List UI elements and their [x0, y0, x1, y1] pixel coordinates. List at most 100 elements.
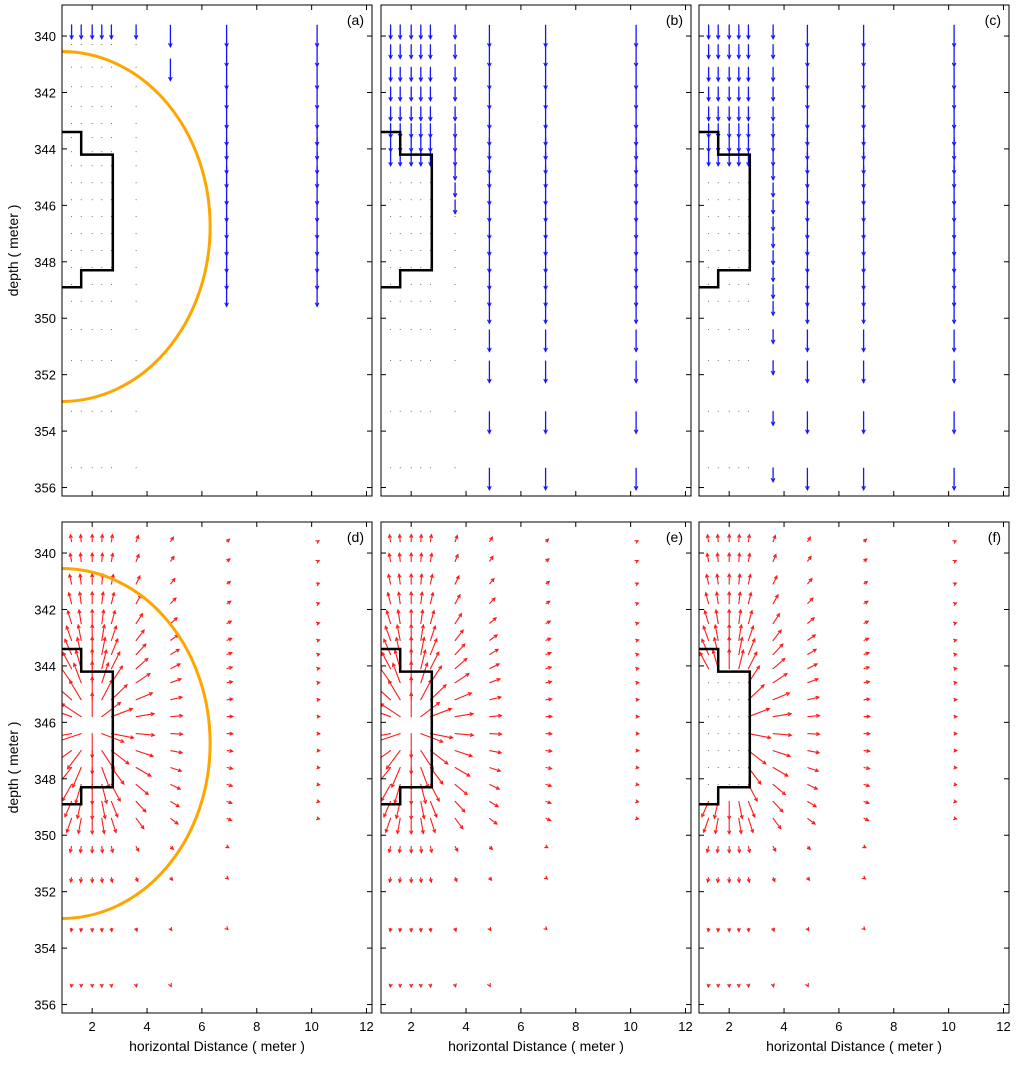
grid-dot [71, 266, 73, 268]
grid-dot [390, 233, 392, 235]
grid-dot [135, 165, 137, 167]
vector-arrow [702, 626, 710, 641]
grid-dot [91, 360, 93, 362]
vector-arrow [454, 575, 460, 585]
grid-dot [101, 137, 103, 139]
influence-circle [62, 50, 212, 403]
x-tick-label: 2 [726, 1019, 733, 1034]
grid-dot [429, 467, 431, 469]
grid-dot [71, 410, 73, 412]
grid-dot [738, 733, 740, 735]
y-tick-label: 350 [34, 311, 56, 326]
vector-arrow [738, 649, 744, 669]
vector-arrow [101, 637, 106, 655]
x-tick-label: 6 [517, 1019, 524, 1034]
x-tick-label: 10 [623, 1019, 637, 1034]
grid-dot [420, 199, 422, 201]
grid-dot [454, 360, 456, 362]
grid-dot [80, 250, 82, 251]
vector-arrow [170, 648, 180, 656]
grid-dot [135, 360, 137, 362]
vector-arrow [772, 783, 786, 795]
vector-arrow [77, 624, 82, 641]
vector-arrow [420, 767, 429, 788]
vector-arrow [135, 575, 141, 585]
grid-dot [80, 106, 82, 108]
vector-arrow [101, 553, 104, 562]
axes-frame [61, 521, 373, 1014]
vector-arrow [170, 817, 179, 825]
y-tick-label: 350 [34, 828, 56, 843]
grid-dot [135, 86, 137, 88]
vector-arrow [807, 597, 814, 605]
vector-arrow [772, 801, 784, 813]
y-tick-label: 356 [34, 998, 56, 1013]
grid-dot [135, 300, 137, 302]
x-tick-label: 12 [996, 1019, 1010, 1034]
grid-dot [101, 283, 103, 285]
vector-arrow [807, 783, 818, 790]
vector-arrow [170, 750, 183, 754]
grid-dot [708, 716, 710, 718]
x-tick-label: 8 [253, 1019, 260, 1034]
vector-arrow [386, 750, 401, 770]
grid-dot [390, 182, 392, 184]
vector-arrow [381, 703, 401, 718]
grid-dot [91, 266, 93, 268]
grid-dot [738, 283, 740, 285]
grid-dot [708, 300, 710, 302]
grid-dot [135, 250, 137, 251]
vector-arrow [110, 651, 121, 669]
grid-dot [708, 182, 710, 184]
grid-dot [390, 329, 392, 330]
vector-arrow [807, 648, 817, 656]
vector-arrow [772, 643, 784, 655]
vector-arrow [396, 624, 401, 641]
vector-arrow [170, 715, 183, 718]
vector-arrow [704, 610, 710, 624]
grid-dot [728, 329, 730, 330]
vector-arrow [111, 750, 130, 765]
vector-arrow [429, 818, 436, 833]
x-tick-label: 6 [198, 1019, 205, 1034]
vector-arrow [454, 801, 466, 813]
grid-dot [410, 283, 412, 285]
grid-dot [80, 467, 82, 469]
grid-dot [101, 300, 103, 302]
grid-dot [91, 137, 93, 139]
vector-arrow [170, 617, 178, 625]
vector-arrow [747, 574, 751, 585]
vector-arrow [429, 638, 438, 655]
vector-arrow [738, 801, 743, 819]
panel-label: (c) [985, 12, 1001, 28]
vector-arrow [383, 638, 392, 655]
grid-dot [101, 44, 103, 45]
grid-dot [420, 266, 422, 268]
vector-arrow [807, 634, 816, 641]
grid-dot [390, 467, 392, 469]
vector-arrow [489, 750, 502, 754]
grid-dot [390, 266, 392, 268]
vector-arrow [62, 733, 72, 736]
grid-dot [738, 216, 740, 218]
grid-dot [110, 106, 112, 108]
grid-dot [91, 216, 93, 218]
y-tick-label: 356 [34, 481, 56, 496]
grid-dot [708, 266, 710, 268]
plot-area [381, 24, 639, 492]
vector-arrow [72, 767, 82, 788]
grid-dot [429, 329, 431, 330]
vector-arrow [62, 652, 73, 669]
vector-arrow [110, 553, 114, 562]
grid-dot [454, 216, 456, 218]
ticks [699, 5, 1009, 496]
grid-dot [708, 360, 710, 362]
vector-arrow [385, 818, 392, 833]
grid-dot [420, 283, 422, 285]
grid-dot [738, 233, 740, 235]
grid-dot [399, 182, 401, 184]
grid-dot [728, 182, 730, 184]
vector-arrow [807, 750, 820, 754]
grid-dot [410, 467, 412, 469]
vector-arrow [170, 597, 177, 605]
